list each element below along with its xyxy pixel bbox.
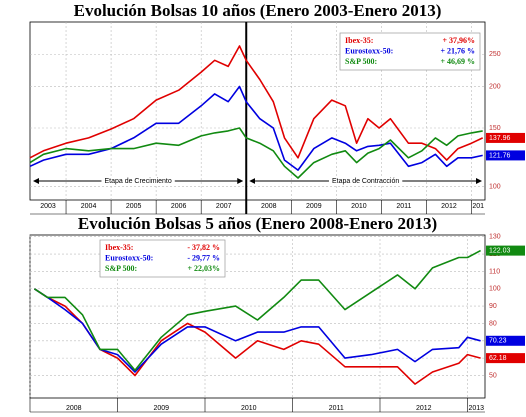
x-tick-label: 2008 [66,405,82,412]
legend-label: Ibex-35: [345,36,373,45]
legend-change: + 21,76 % [440,46,475,55]
y-tick-label: 90 [489,303,497,310]
legend-label: Eurostoxx-50: [105,253,153,262]
x-tick-label: 2010 [241,405,257,412]
legend-box [339,32,481,71]
series-line [29,85,483,171]
legend-change: + 46,69 % [440,57,475,66]
y-tick-label: 150 [489,125,501,132]
phase-label-bg [101,176,175,186]
y-tick-label: 80 [489,320,497,327]
chart-title: Evolución Bolsas 10 años (Enero 2003-Ene… [74,1,442,20]
y-tick-label: 100 [489,183,501,190]
end-label-box [486,132,525,143]
y-tick-label: 250 [489,51,501,58]
legend-label: S&P 500: [345,57,377,66]
x-tick-label: 2007 [216,203,232,210]
series-line [33,249,481,372]
phase-label-bg [328,176,403,186]
end-label-box [486,353,525,364]
end-label: 70.23 [489,338,507,345]
legend-change: - 37,82 % [187,243,220,252]
legend-change: + 37,96% [442,36,475,45]
x-tick-label: 2011 [329,405,344,412]
legend-label: Eurostoxx-50: [345,46,393,55]
y-tick-label: 50 [489,372,497,379]
legend-change: + 22,03% [187,264,220,273]
y-tick-label: 130 [489,234,501,241]
x-tick-label: 2005 [126,203,142,210]
x-tick-label: 201 [472,203,484,210]
x-tick-label: 2012 [441,203,457,210]
legend-label: Ibex-35: [105,243,133,252]
legend: Ibex-35: + 37,96% Eurostoxx-50: + 21,76 % S&… [339,32,481,71]
legend-change: - 29,77 % [187,253,220,262]
x-tick-label: 2012 [416,405,432,412]
end-label: 62.18 [489,355,507,362]
x-tick-label: 2010 [351,203,367,210]
legend-box [99,239,226,278]
series-line [33,288,481,373]
y-tick-label: 110 [489,268,500,275]
x-tick-label: 2009 [306,203,322,210]
y-tick-label: 100 [489,286,501,293]
legend-label: S&P 500: [105,264,137,273]
x-tick-label: 2008 [261,203,277,210]
series-line [29,127,483,179]
end-label-box [486,245,525,256]
legend: Ibex-35: - 37,82 % Eurostoxx-50: - 29,77 % S… [99,239,226,278]
end-label-box [486,150,525,161]
phase-label: Etapa de Crecimiento [104,178,171,185]
plot-area [29,234,486,399]
series-line [29,45,484,161]
x-tick-label: 2009 [153,405,169,412]
x-tick-label: 2011 [396,203,411,210]
end-label: 122.03 [489,247,511,254]
y-tick-label: 200 [489,83,501,90]
end-label: 137.96 [489,135,511,142]
x-tick-label: 2013 [468,405,484,412]
end-label-box [486,335,525,346]
x-tick-label: 2003 [40,203,56,210]
x-tick-label: 2004 [81,203,97,210]
end-label: 121.76 [489,152,511,159]
chart-title: Evolución Bolsas 5 años (Enero 2008-Ener… [78,214,437,233]
x-tick-label: 2006 [171,203,187,210]
phase-label: Etapa de Contracción [332,178,399,185]
